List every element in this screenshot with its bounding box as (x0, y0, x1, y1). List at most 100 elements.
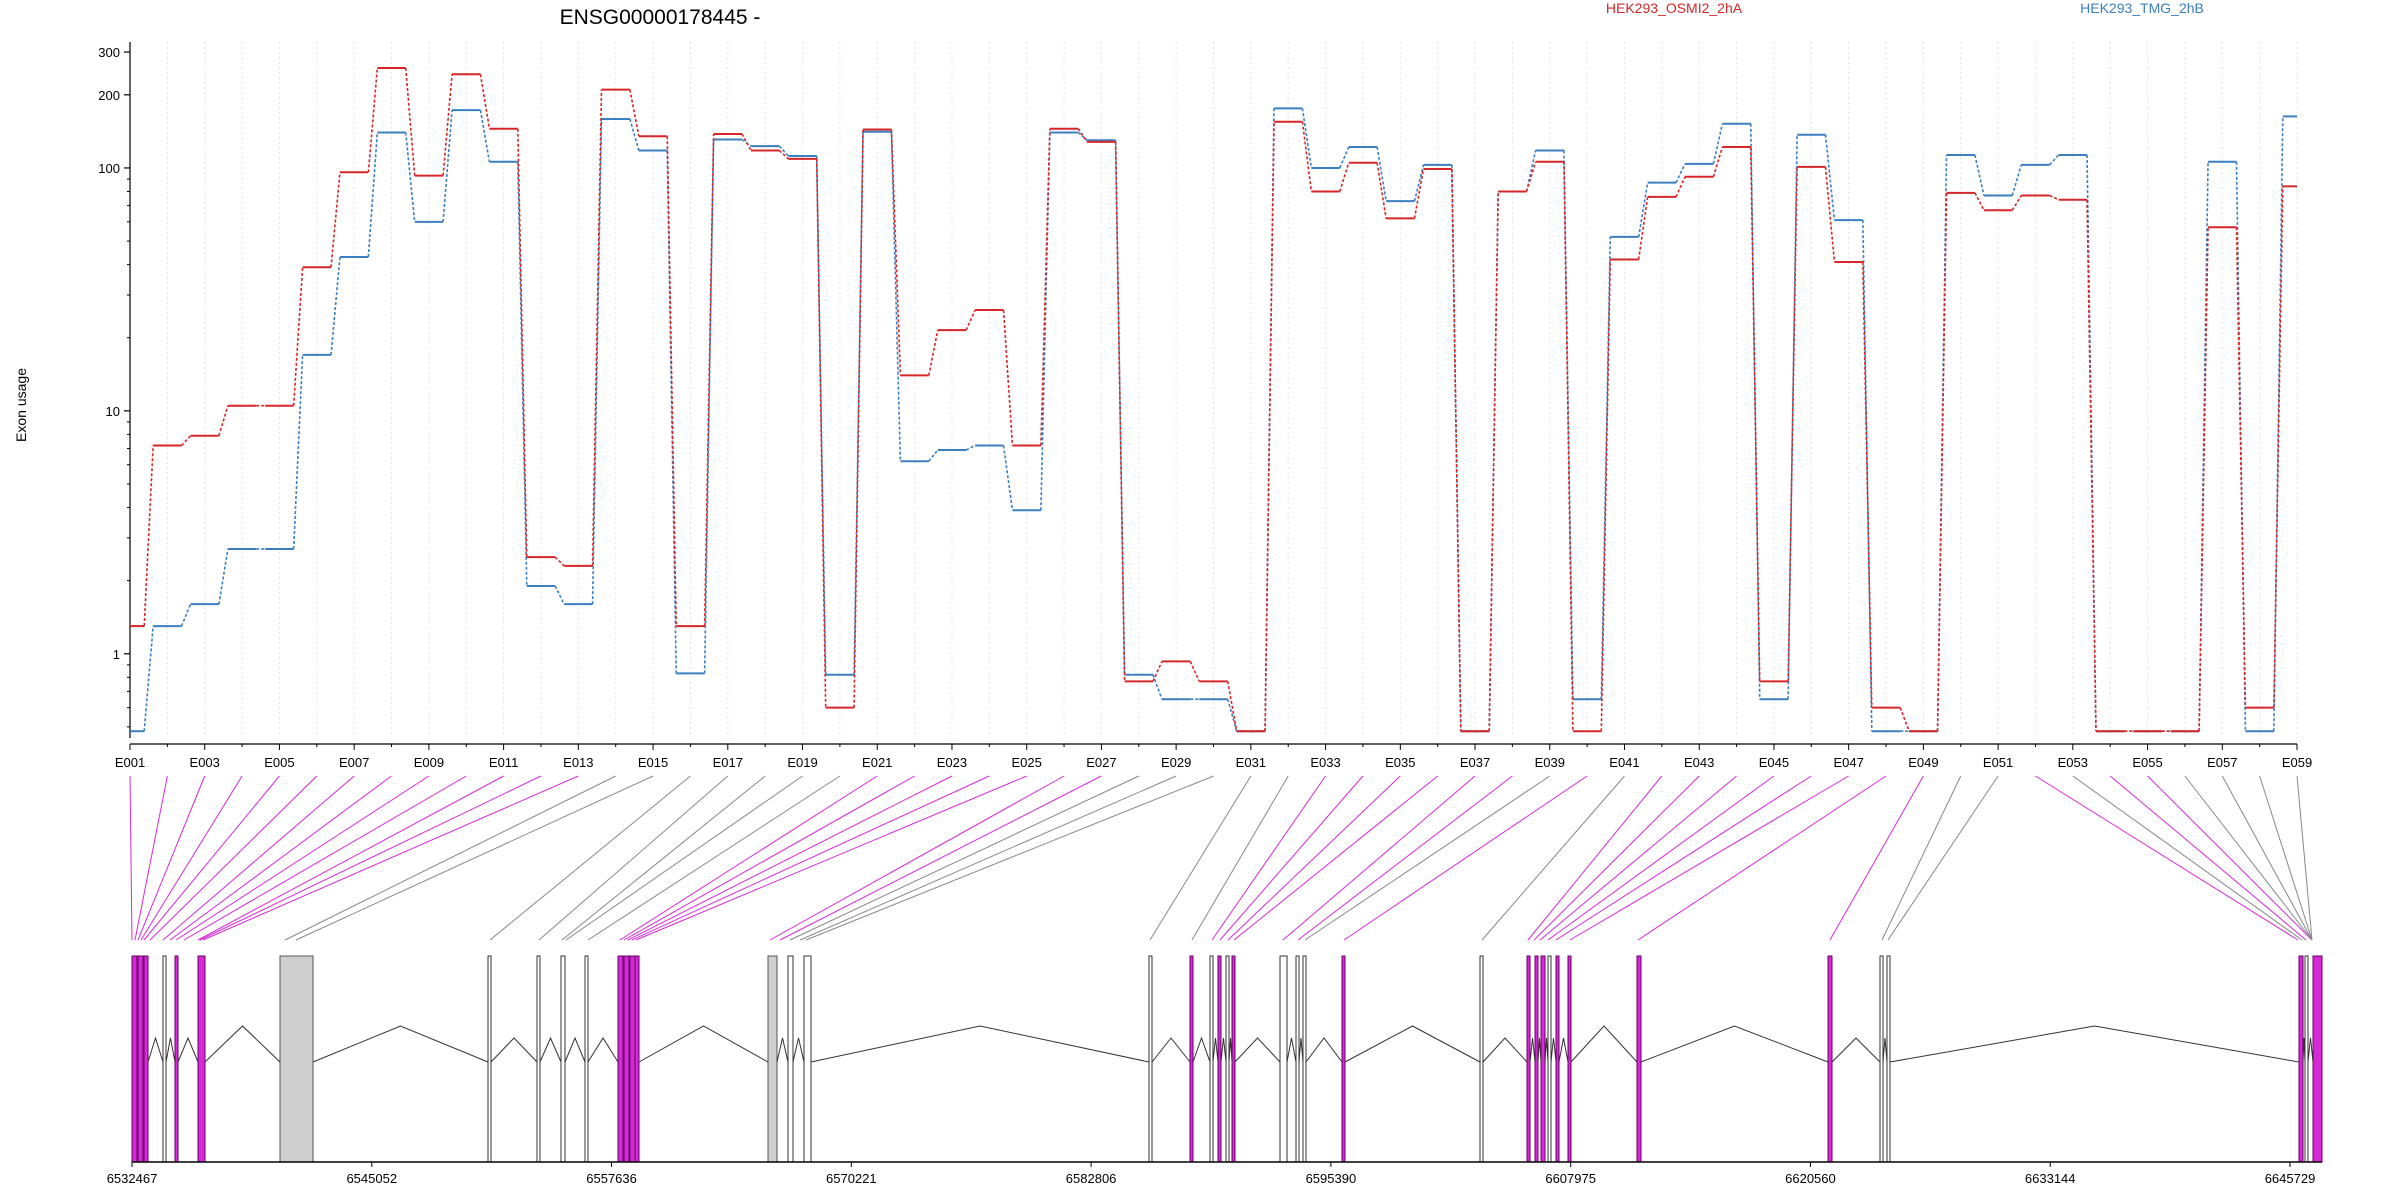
series-connector (965, 309, 976, 331)
intron-line (564, 1036, 586, 1063)
intron-line (1550, 1037, 1557, 1063)
intron-line (1544, 1037, 1549, 1063)
exon-connector (1547, 775, 1775, 941)
series-connector (554, 556, 565, 567)
exon-connector (2184, 775, 2313, 941)
genomic-tick-label: 6620560 (1785, 1171, 1836, 1186)
intron-line (1482, 1037, 1528, 1063)
exon-box-highlight (197, 955, 206, 1163)
genomic-tick-label: 6532467 (107, 1171, 158, 1186)
exon-connector (1233, 775, 1438, 941)
intron-line (1234, 1037, 1281, 1063)
series-connector (367, 67, 379, 173)
intron-line (147, 1036, 164, 1063)
series-connector (853, 131, 864, 675)
exon-connector (1881, 775, 1962, 941)
series-connector (1637, 196, 1649, 260)
intron-line (1558, 1037, 1569, 1063)
series-connector (1675, 176, 1686, 198)
exon-connector (2147, 775, 2313, 941)
intron-line (1220, 1037, 1227, 1063)
series-connector (629, 118, 640, 151)
x-tick-label: E009 (414, 755, 444, 770)
exon-box-highlight (629, 955, 636, 1163)
series-connector (1899, 707, 1910, 732)
series-connector (479, 109, 491, 162)
intron-line (1298, 1037, 1304, 1063)
intron-line (165, 1037, 176, 1063)
series-connector (1749, 146, 1761, 682)
exon-connector (769, 775, 1065, 941)
series-connector (928, 329, 939, 376)
series-connector (1413, 164, 1425, 202)
intron-line (792, 1037, 805, 1063)
grid-lines (129, 42, 2298, 738)
exon-connector (2072, 775, 2303, 941)
series-connector (1936, 192, 1948, 732)
exon-connector (137, 775, 206, 941)
exon-box-highlight (1567, 955, 1572, 1163)
series-connector (180, 435, 192, 447)
intron-line (1305, 1037, 1343, 1063)
series-connector (2198, 227, 2209, 732)
intron-line (1228, 1037, 1233, 1063)
series-connector (629, 89, 640, 137)
exon-connector (1829, 775, 1924, 941)
exon-box-highlight (1555, 955, 1560, 1163)
x-tick-label: E001 (115, 755, 145, 770)
series-connector (442, 110, 453, 222)
series-connector (1301, 108, 1313, 169)
exon-connector (1481, 775, 1625, 941)
exon-box-highlight (623, 955, 630, 1163)
intron-line (1570, 1025, 1638, 1063)
series-connector (1675, 163, 1686, 183)
series-connector (1152, 674, 1163, 700)
exon-connector (1304, 775, 1551, 941)
exon-connector (2259, 775, 2313, 941)
intron-line (1537, 1037, 1542, 1063)
intron-line (490, 1037, 538, 1063)
exon-box (1209, 955, 1214, 1163)
exon-box-highlight (2312, 955, 2323, 1163)
series-connector (1152, 661, 1163, 682)
exon-box-highlight (174, 955, 179, 1163)
series-connector (1974, 154, 1985, 196)
exon-connector (129, 775, 133, 941)
exon-box (1547, 955, 1552, 1163)
series-connector (1376, 146, 1387, 202)
exon-connector (623, 775, 915, 941)
exon-box-highlight (1341, 955, 1346, 1163)
exon-connector (631, 775, 990, 941)
exon-box (1302, 955, 1307, 1163)
series-connector (1600, 259, 1612, 732)
series-connector (1488, 191, 1499, 732)
series-connector (2273, 116, 2284, 732)
exon-connector (565, 775, 803, 941)
exon-connector (2109, 775, 2307, 941)
exon-connector (799, 775, 1177, 941)
series-connector (853, 129, 864, 708)
series-connector (218, 405, 229, 436)
x-tick-label: E025 (1012, 755, 1042, 770)
series-connector (442, 74, 453, 176)
exon-connector (202, 775, 579, 941)
intron-line (1286, 1037, 1297, 1063)
x-tick-label: E045 (1759, 755, 1789, 770)
series-connector (1189, 661, 1201, 682)
exon-box-highlight (137, 955, 144, 1163)
x-tick-label: E023 (937, 755, 967, 770)
exon-box (1479, 955, 1484, 1163)
exon-connector (197, 775, 504, 941)
series-connector (330, 172, 341, 268)
exon-box-highlight (1827, 955, 1833, 1163)
series-connector (1862, 261, 1873, 708)
exon-box (584, 955, 589, 1163)
series-connector (2049, 194, 2059, 201)
series-connector (1787, 166, 1798, 682)
x-tick-label: E021 (862, 755, 892, 770)
series-connector (1040, 132, 1051, 511)
exon-connector (162, 775, 355, 941)
exon-connector (619, 775, 878, 941)
exon-connector (183, 775, 467, 941)
x-tick-label: E039 (1535, 755, 1565, 770)
